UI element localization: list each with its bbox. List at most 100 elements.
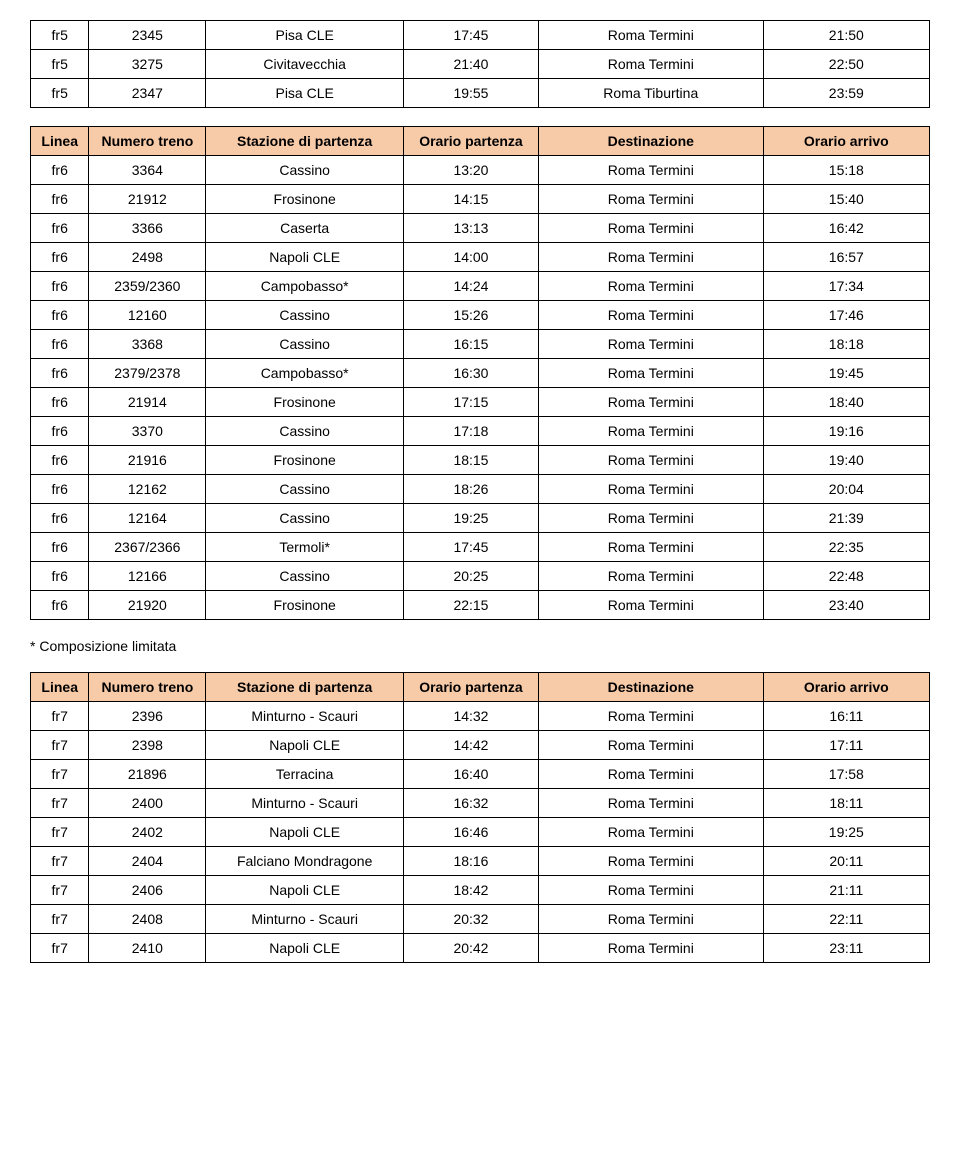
table-cell: fr7 xyxy=(31,760,89,789)
table-cell: 16:32 xyxy=(404,789,539,818)
table-cell: 12162 xyxy=(89,475,206,504)
table-cell: Falciano Mondragone xyxy=(206,847,404,876)
table-cell: 19:25 xyxy=(763,818,929,847)
table-row: fr62359/2360Campobasso*14:24Roma Termini… xyxy=(31,272,930,301)
table-row: fr621920Frosinone22:15Roma Termini23:40 xyxy=(31,591,930,620)
table-cell: fr6 xyxy=(31,330,89,359)
table-row: fr72396Minturno - Scauri14:32Roma Termin… xyxy=(31,702,930,731)
table-cell: 23:40 xyxy=(763,591,929,620)
table-cell: 18:15 xyxy=(404,446,539,475)
col-numero: Numero treno xyxy=(89,673,206,702)
table-cell: 3368 xyxy=(89,330,206,359)
table-cell: 18:26 xyxy=(404,475,539,504)
col-stazione: Stazione di partenza xyxy=(206,673,404,702)
table-cell: Roma Termini xyxy=(538,359,763,388)
table-cell: 14:32 xyxy=(404,702,539,731)
table-row: fr621916Frosinone18:15Roma Termini19:40 xyxy=(31,446,930,475)
col-linea: Linea xyxy=(31,673,89,702)
table-cell: Caserta xyxy=(206,214,404,243)
table-cell: 21:50 xyxy=(763,21,929,50)
table-cell: 2367/2366 xyxy=(89,533,206,562)
table-row: fr72400Minturno - Scauri16:32Roma Termin… xyxy=(31,789,930,818)
table-cell: Roma Termini xyxy=(538,818,763,847)
table-cell: 3366 xyxy=(89,214,206,243)
table-cell: 18:11 xyxy=(763,789,929,818)
table-row: fr62498Napoli CLE14:00Roma Termini16:57 xyxy=(31,243,930,272)
table-cell: 2398 xyxy=(89,731,206,760)
col-stazione: Stazione di partenza xyxy=(206,127,404,156)
table-cell: 14:00 xyxy=(404,243,539,272)
table-cell: Roma Termini xyxy=(538,156,763,185)
table-cell: 21916 xyxy=(89,446,206,475)
table-cell: Cassino xyxy=(206,504,404,533)
table-cell: Roma Termini xyxy=(538,301,763,330)
table-cell: 19:16 xyxy=(763,417,929,446)
table-cell: 20:32 xyxy=(404,905,539,934)
table-cell: fr5 xyxy=(31,79,89,108)
table-cell: 19:25 xyxy=(404,504,539,533)
table-cell: 2410 xyxy=(89,934,206,963)
table-cell: 21:40 xyxy=(404,50,539,79)
table-cell: Frosinone xyxy=(206,446,404,475)
table-cell: 14:42 xyxy=(404,731,539,760)
col-destinazione: Destinazione xyxy=(538,127,763,156)
table-cell: 20:25 xyxy=(404,562,539,591)
table-cell: 2406 xyxy=(89,876,206,905)
table-cell: 21:11 xyxy=(763,876,929,905)
table-row: fr621912Frosinone14:15Roma Termini15:40 xyxy=(31,185,930,214)
col-orario-partenza: Orario partenza xyxy=(404,127,539,156)
table-row: fr72398Napoli CLE14:42Roma Termini17:11 xyxy=(31,731,930,760)
table-row: fr53275Civitavecchia21:40Roma Termini22:… xyxy=(31,50,930,79)
table-cell: 3370 xyxy=(89,417,206,446)
table-row: fr612162Cassino18:26Roma Termini20:04 xyxy=(31,475,930,504)
table-cell: Cassino xyxy=(206,475,404,504)
table-cell: Frosinone xyxy=(206,591,404,620)
table-cell: Roma Termini xyxy=(538,475,763,504)
table-cell: 20:11 xyxy=(763,847,929,876)
table-cell: fr7 xyxy=(31,731,89,760)
table-cell: fr7 xyxy=(31,876,89,905)
table-cell: 16:15 xyxy=(404,330,539,359)
table-cell: 22:50 xyxy=(763,50,929,79)
table-row: fr72406Napoli CLE18:42Roma Termini21:11 xyxy=(31,876,930,905)
table-cell: fr6 xyxy=(31,533,89,562)
table-cell: 16:42 xyxy=(763,214,929,243)
table-cell: Cassino xyxy=(206,562,404,591)
table-cell: Cassino xyxy=(206,417,404,446)
table-cell: 16:30 xyxy=(404,359,539,388)
table-cell: Terracina xyxy=(206,760,404,789)
col-linea: Linea xyxy=(31,127,89,156)
table-cell: fr7 xyxy=(31,847,89,876)
table-cell: 2408 xyxy=(89,905,206,934)
table-cell: Roma Termini xyxy=(538,21,763,50)
table-cell: fr6 xyxy=(31,243,89,272)
table-cell: 12160 xyxy=(89,301,206,330)
table-cell: Roma Termini xyxy=(538,330,763,359)
table-cell: Roma Termini xyxy=(538,760,763,789)
table-cell: Roma Termini xyxy=(538,50,763,79)
table-cell: fr6 xyxy=(31,591,89,620)
table-cell: 16:57 xyxy=(763,243,929,272)
table-cell: Roma Termini xyxy=(538,272,763,301)
table-cell: 14:15 xyxy=(404,185,539,214)
table-cell: Minturno - Scauri xyxy=(206,789,404,818)
table-cell: 17:45 xyxy=(404,21,539,50)
table-cell: 17:46 xyxy=(763,301,929,330)
col-orario-arrivo: Orario arrivo xyxy=(763,673,929,702)
table-row: fr62379/2378Campobasso*16:30Roma Termini… xyxy=(31,359,930,388)
train-table-fr5: fr52345Pisa CLE17:45Roma Termini21:50fr5… xyxy=(30,20,930,108)
table-cell: 16:11 xyxy=(763,702,929,731)
col-numero: Numero treno xyxy=(89,127,206,156)
table-cell: Cassino xyxy=(206,301,404,330)
table-cell: Roma Termini xyxy=(538,214,763,243)
table-cell: Minturno - Scauri xyxy=(206,905,404,934)
table-cell: 23:11 xyxy=(763,934,929,963)
table-cell: Roma Termini xyxy=(538,243,763,272)
table-cell: 19:45 xyxy=(763,359,929,388)
table-cell: 21912 xyxy=(89,185,206,214)
table-cell: fr6 xyxy=(31,417,89,446)
table-cell: Roma Termini xyxy=(538,731,763,760)
table-cell: Civitavecchia xyxy=(206,50,404,79)
table-row: fr612160Cassino15:26Roma Termini17:46 xyxy=(31,301,930,330)
table-cell: 2345 xyxy=(89,21,206,50)
